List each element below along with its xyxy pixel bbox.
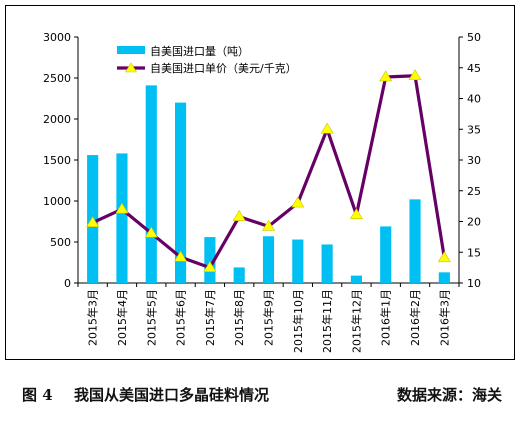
- x-tick-label: 2015年12月: [349, 289, 363, 353]
- x-tick-label: 2016年1月: [379, 289, 393, 346]
- x-tick-label: 2015年7月: [203, 289, 217, 346]
- left-tick-label: 2000: [43, 113, 71, 126]
- x-tick-label: 2015年10月: [291, 289, 305, 353]
- x-tick-label: 2015年11月: [320, 289, 334, 353]
- import-volume-bar: [145, 85, 157, 283]
- bars-layer: [87, 85, 450, 283]
- unit-price-marker: [261, 219, 276, 231]
- right-tick-label: 15: [467, 246, 481, 259]
- unit-price-marker: [174, 250, 188, 262]
- right-tick-label: 45: [467, 62, 481, 75]
- right-tick-label: 30: [467, 154, 481, 167]
- unit-price-marker: [86, 216, 100, 228]
- figure-source: 数据来源：海关: [396, 386, 502, 404]
- left-tick-label: 500: [50, 236, 71, 249]
- right-tick-label: 20: [467, 216, 481, 229]
- import-volume-bar: [233, 267, 245, 283]
- legend: 自美国进口量（吨） 自美国进口单价（美元/千克）: [117, 45, 297, 75]
- x-tick-label: 2015年8月: [232, 289, 246, 346]
- import-volume-bar: [262, 236, 275, 283]
- x-tick-label: 2015年6月: [174, 289, 188, 346]
- right-tick-label: 10: [467, 277, 481, 290]
- right-tick-label: 35: [467, 123, 481, 136]
- unit-price-marker: [291, 196, 305, 208]
- unit-price-marker: [203, 261, 217, 272]
- legend-line-label: 自美国进口单价（美元/千克）: [150, 62, 297, 75]
- left-axis-ticks: 0 500 1000 1500 2000 2500 3000: [43, 31, 78, 290]
- x-tick-label: 2015年5月: [144, 289, 158, 346]
- right-tick-label: 25: [467, 185, 481, 198]
- import-volume-bar: [116, 153, 128, 283]
- x-axis-ticks: 2015年3月 2015年4月 2015年5月 2015年6月 2015年7月 2015年…: [77, 283, 460, 353]
- figure-label: 图 4: [22, 386, 53, 404]
- legend-line-marker: [124, 62, 138, 73]
- left-tick-label: 1000: [43, 195, 71, 208]
- unit-price-marker: [379, 70, 393, 82]
- import-volume-bar: [438, 272, 450, 283]
- figure-title: 我国从美国进口多晶硅料情况: [74, 386, 270, 404]
- legend-bar-label: 自美国进口量（吨）: [150, 45, 249, 58]
- left-tick-label: 3000: [43, 31, 71, 44]
- unit-price-marker: [349, 208, 363, 220]
- x-tick-label: 2015年9月: [262, 289, 276, 346]
- right-tick-label: 40: [467, 93, 481, 106]
- x-tick-label: 2016年2月: [408, 289, 422, 346]
- unit-price-marker: [144, 226, 158, 238]
- line-layer: [86, 69, 451, 272]
- right-axis-ticks: 10 15 20 25 30 35 40 45 50: [459, 31, 481, 290]
- unit-price-marker: [115, 202, 129, 214]
- import-volume-bar: [350, 275, 362, 283]
- left-tick-label: 0: [64, 277, 71, 290]
- unit-price-marker: [408, 69, 422, 81]
- x-tick-label: 2015年4月: [115, 289, 129, 346]
- import-volume-bar: [175, 102, 187, 283]
- unit-price-marker: [320, 122, 334, 134]
- figure-caption: 图 4 我国从美国进口多晶硅料情况 数据来源：海关: [22, 384, 502, 406]
- import-volume-bar: [380, 226, 392, 283]
- import-volume-bar: [292, 239, 304, 283]
- left-tick-label: 2500: [43, 72, 71, 85]
- import-volume-bar: [204, 237, 216, 283]
- import-volume-bar: [409, 199, 421, 283]
- x-tick-label: 2016年3月: [437, 289, 451, 346]
- unit-price-marker: [437, 251, 451, 263]
- right-tick-label: 50: [467, 31, 481, 44]
- left-tick-label: 1500: [43, 154, 71, 167]
- import-volume-bar: [321, 244, 333, 283]
- x-tick-label: 2015年3月: [86, 289, 100, 346]
- chart-svg: 0 500 1000 1500 2000 2500 3000 10 15 20 25 30 35 40 4…: [43, 31, 481, 353]
- unit-price-marker: [232, 209, 246, 221]
- legend-bar-swatch: [117, 46, 145, 54]
- chart-frame: 0 500 1000 1500 2000 2500 3000 10 15 20 25 30 35 40 4…: [5, 5, 515, 360]
